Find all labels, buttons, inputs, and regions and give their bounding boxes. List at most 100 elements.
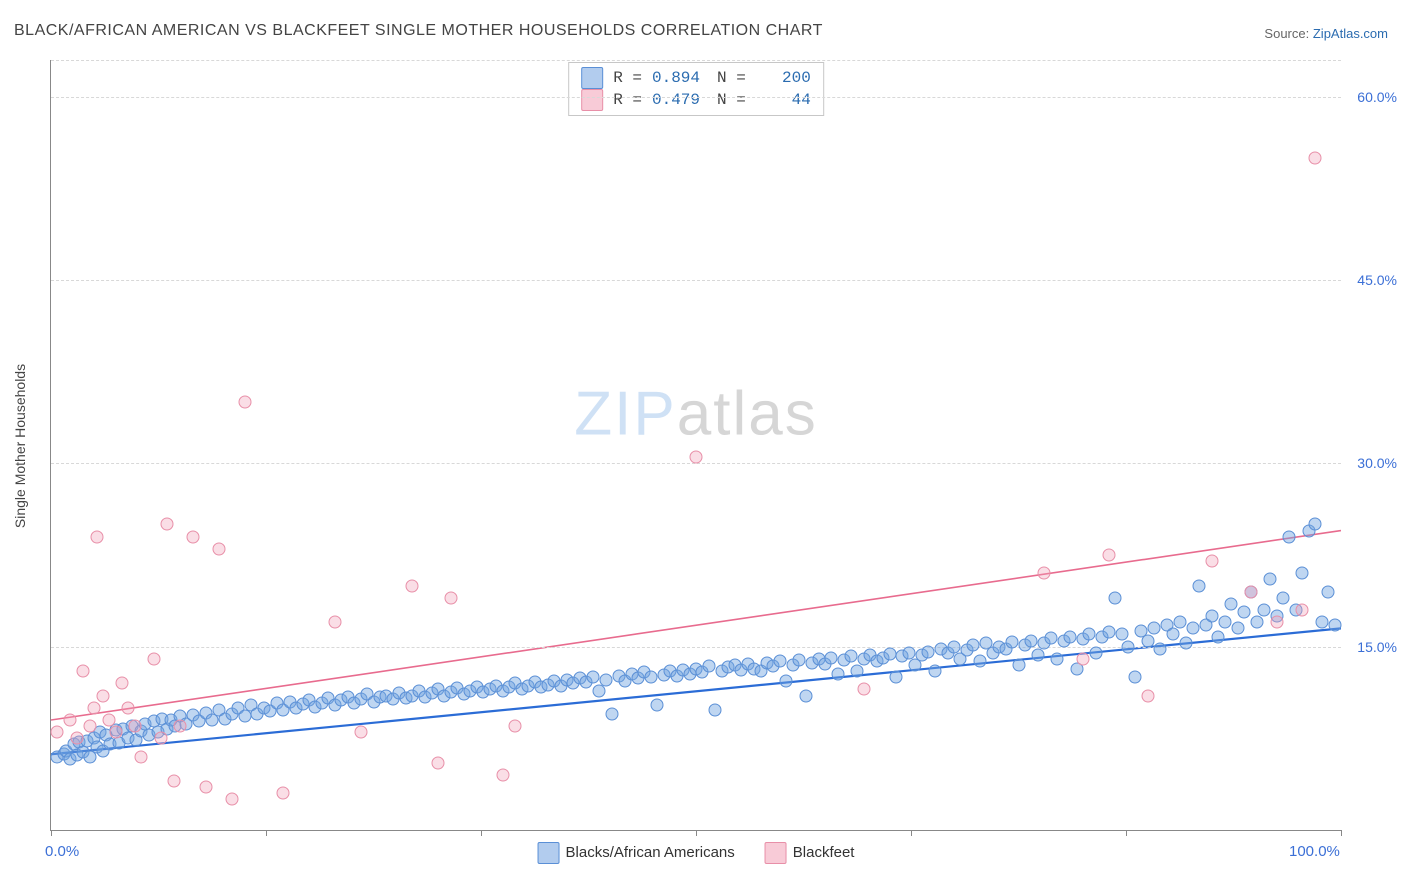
legend-top-row: R =0.894N =200 bbox=[581, 67, 811, 89]
legend-bottom-item: Blacks/African Americans bbox=[538, 842, 735, 864]
data-point bbox=[1064, 630, 1077, 643]
legend-swatch bbox=[765, 842, 787, 864]
data-point bbox=[1122, 640, 1135, 653]
data-point bbox=[154, 732, 167, 745]
series-legend: Blacks/African AmericansBlackfeet bbox=[538, 842, 855, 864]
correlation-legend: R =0.894N =200R =0.479N = 44 bbox=[568, 62, 824, 116]
data-point bbox=[1309, 151, 1322, 164]
data-point bbox=[1147, 622, 1160, 635]
data-point bbox=[1044, 632, 1057, 645]
data-point bbox=[889, 671, 902, 684]
data-point bbox=[793, 654, 806, 667]
data-point bbox=[922, 645, 935, 658]
data-point bbox=[1141, 634, 1154, 647]
data-point bbox=[1244, 585, 1257, 598]
legend-swatch bbox=[581, 89, 603, 111]
legend-n-value: 200 bbox=[756, 69, 811, 87]
legend-series-label: Blacks/African Americans bbox=[566, 844, 735, 861]
data-point bbox=[902, 646, 915, 659]
data-point bbox=[780, 674, 793, 687]
data-point bbox=[1186, 622, 1199, 635]
data-point bbox=[1322, 585, 1335, 598]
data-point bbox=[825, 651, 838, 664]
data-point bbox=[1102, 626, 1115, 639]
data-point bbox=[115, 677, 128, 690]
x-tick bbox=[1126, 830, 1127, 836]
legend-r-value: 0.479 bbox=[652, 91, 707, 109]
y-tick-label: 30.0% bbox=[1347, 455, 1397, 471]
data-point bbox=[644, 671, 657, 684]
watermark-part-a: ZIP bbox=[574, 380, 676, 449]
data-point bbox=[1206, 555, 1219, 568]
data-point bbox=[799, 689, 812, 702]
data-point bbox=[1102, 549, 1115, 562]
data-point bbox=[773, 655, 786, 668]
data-point bbox=[103, 714, 116, 727]
data-point bbox=[83, 720, 96, 733]
data-point bbox=[1270, 616, 1283, 629]
data-point bbox=[128, 720, 141, 733]
data-point bbox=[509, 720, 522, 733]
data-point bbox=[406, 579, 419, 592]
data-point bbox=[186, 530, 199, 543]
data-point bbox=[51, 726, 64, 739]
chart-title: BLACK/AFRICAN AMERICAN VS BLACKFEET SING… bbox=[14, 22, 823, 40]
data-point bbox=[1206, 610, 1219, 623]
data-point bbox=[857, 683, 870, 696]
data-point bbox=[148, 652, 161, 665]
y-axis-label: Single Mother Households bbox=[12, 364, 28, 528]
data-point bbox=[109, 726, 122, 739]
data-point bbox=[1167, 628, 1180, 641]
data-point bbox=[1231, 622, 1244, 635]
data-point bbox=[199, 781, 212, 794]
data-point bbox=[1083, 628, 1096, 641]
data-point bbox=[1257, 604, 1270, 617]
data-point bbox=[1315, 616, 1328, 629]
data-point bbox=[1309, 518, 1322, 531]
y-tick-label: 60.0% bbox=[1347, 89, 1397, 105]
data-point bbox=[1006, 635, 1019, 648]
data-point bbox=[831, 667, 844, 680]
data-point bbox=[1154, 643, 1167, 656]
legend-swatch bbox=[581, 67, 603, 89]
data-point bbox=[1089, 646, 1102, 659]
data-point bbox=[1128, 671, 1141, 684]
data-point bbox=[1212, 630, 1225, 643]
gridline-h bbox=[51, 97, 1341, 98]
legend-swatch bbox=[538, 842, 560, 864]
data-point bbox=[1193, 579, 1206, 592]
data-point bbox=[91, 530, 104, 543]
data-point bbox=[354, 726, 367, 739]
data-point bbox=[1031, 649, 1044, 662]
plot-area: ZIPatlas R =0.894N =200R =0.479N = 44 Bl… bbox=[50, 60, 1341, 831]
x-tick bbox=[51, 830, 52, 836]
data-point bbox=[122, 701, 135, 714]
legend-r-label: R = bbox=[613, 91, 642, 109]
x-tick-label: 0.0% bbox=[45, 843, 79, 860]
watermark-part-b: atlas bbox=[677, 380, 818, 449]
data-point bbox=[1251, 616, 1264, 629]
data-point bbox=[70, 732, 83, 745]
data-point bbox=[1180, 637, 1193, 650]
data-point bbox=[1238, 606, 1251, 619]
data-point bbox=[948, 640, 961, 653]
data-point bbox=[77, 665, 90, 678]
data-point bbox=[328, 616, 341, 629]
gridline-h bbox=[51, 60, 1341, 61]
data-point bbox=[586, 671, 599, 684]
data-point bbox=[1218, 616, 1231, 629]
data-point bbox=[174, 720, 187, 733]
legend-r-label: R = bbox=[613, 69, 642, 87]
x-tick bbox=[481, 830, 482, 836]
legend-n-label: N = bbox=[717, 91, 746, 109]
source-link[interactable]: ZipAtlas.com bbox=[1313, 26, 1388, 41]
data-point bbox=[444, 591, 457, 604]
data-point bbox=[1283, 530, 1296, 543]
data-point bbox=[599, 673, 612, 686]
data-point bbox=[651, 699, 664, 712]
data-point bbox=[1225, 597, 1238, 610]
x-tick bbox=[696, 830, 697, 836]
data-point bbox=[64, 714, 77, 727]
data-point bbox=[496, 769, 509, 782]
x-tick bbox=[1341, 830, 1342, 836]
